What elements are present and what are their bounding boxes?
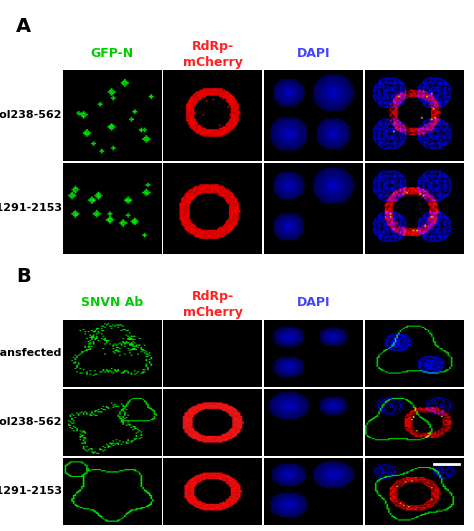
Text: SNVN Ab: SNVN Ab: [81, 296, 143, 309]
Text: B: B: [16, 267, 31, 286]
Text: DAPI: DAPI: [297, 296, 330, 309]
Text: Merge: Merge: [392, 296, 437, 309]
Text: RdRp-: RdRp-: [191, 290, 234, 303]
Text: Untransfected: Untransfected: [0, 348, 62, 358]
Text: A: A: [16, 17, 31, 36]
Text: mCherry: mCherry: [183, 306, 243, 319]
Text: Pol1291-2153: Pol1291-2153: [0, 203, 62, 213]
Text: Pol238-562: Pol238-562: [0, 417, 62, 427]
Text: RdRp-: RdRp-: [191, 40, 234, 53]
Text: GFP-N: GFP-N: [91, 47, 134, 59]
Text: Merge: Merge: [392, 47, 437, 59]
Text: Pol1291-2153: Pol1291-2153: [0, 486, 62, 496]
Text: mCherry: mCherry: [183, 56, 243, 69]
Text: Pol238-562: Pol238-562: [0, 110, 62, 121]
Text: DAPI: DAPI: [297, 47, 330, 59]
